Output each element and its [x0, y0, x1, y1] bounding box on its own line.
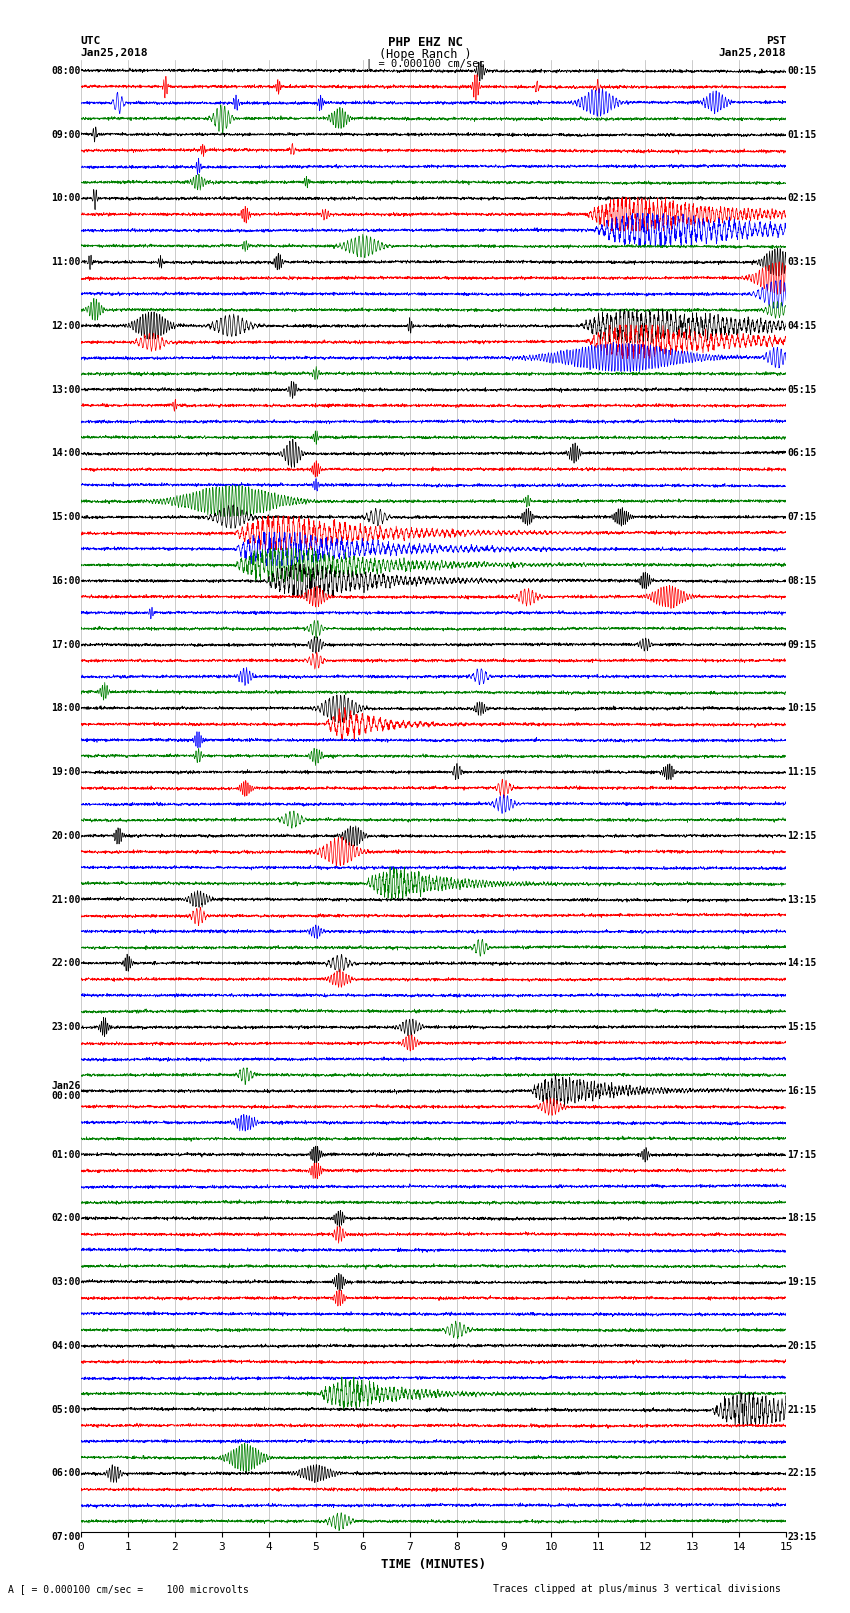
Text: 12:00: 12:00 — [51, 321, 81, 331]
Text: Jan26: Jan26 — [51, 1081, 81, 1090]
Text: 07:00: 07:00 — [51, 1532, 81, 1542]
Text: 03:00: 03:00 — [51, 1277, 81, 1287]
Text: 07:15: 07:15 — [787, 511, 817, 523]
Text: 13:00: 13:00 — [51, 384, 81, 395]
Text: 19:15: 19:15 — [787, 1277, 817, 1287]
Text: 15:15: 15:15 — [787, 1023, 817, 1032]
Text: 08:15: 08:15 — [787, 576, 817, 586]
Text: 16:15: 16:15 — [787, 1086, 817, 1095]
Text: 23:00: 23:00 — [51, 1023, 81, 1032]
Text: | = 0.000100 cm/sec: | = 0.000100 cm/sec — [366, 58, 484, 69]
Text: 09:00: 09:00 — [51, 129, 81, 140]
Text: 12:15: 12:15 — [787, 831, 817, 840]
Text: 04:15: 04:15 — [787, 321, 817, 331]
Text: PHP EHZ NC: PHP EHZ NC — [388, 37, 462, 50]
Text: 21:15: 21:15 — [787, 1405, 817, 1415]
Text: A [ = 0.000100 cm/sec =    100 microvolts: A [ = 0.000100 cm/sec = 100 microvolts — [8, 1584, 249, 1594]
Text: 11:15: 11:15 — [787, 768, 817, 777]
Text: Jan25,2018: Jan25,2018 — [719, 47, 786, 58]
X-axis label: TIME (MINUTES): TIME (MINUTES) — [381, 1558, 486, 1571]
Text: 05:00: 05:00 — [51, 1405, 81, 1415]
Text: 13:15: 13:15 — [787, 895, 817, 905]
Text: PST: PST — [766, 37, 786, 47]
Text: 20:15: 20:15 — [787, 1340, 817, 1350]
Text: 06:00: 06:00 — [51, 1468, 81, 1479]
Text: 06:15: 06:15 — [787, 448, 817, 458]
Text: 16:00: 16:00 — [51, 576, 81, 586]
Text: Traces clipped at plus/minus 3 vertical divisions: Traces clipped at plus/minus 3 vertical … — [493, 1584, 781, 1594]
Text: 00:15: 00:15 — [787, 66, 817, 76]
Text: 21:00: 21:00 — [51, 895, 81, 905]
Text: 17:15: 17:15 — [787, 1150, 817, 1160]
Text: 18:15: 18:15 — [787, 1213, 817, 1223]
Text: 11:00: 11:00 — [51, 256, 81, 268]
Text: 05:15: 05:15 — [787, 384, 817, 395]
Text: 02:15: 02:15 — [787, 194, 817, 203]
Text: 18:00: 18:00 — [51, 703, 81, 713]
Text: 23:15: 23:15 — [787, 1532, 817, 1542]
Text: 14:15: 14:15 — [787, 958, 817, 968]
Text: 00:00: 00:00 — [51, 1090, 81, 1100]
Text: 04:00: 04:00 — [51, 1340, 81, 1350]
Text: 22:00: 22:00 — [51, 958, 81, 968]
Text: 15:00: 15:00 — [51, 511, 81, 523]
Text: 10:15: 10:15 — [787, 703, 817, 713]
Text: 22:15: 22:15 — [787, 1468, 817, 1479]
Text: UTC: UTC — [81, 37, 101, 47]
Text: 19:00: 19:00 — [51, 768, 81, 777]
Text: 08:00: 08:00 — [51, 66, 81, 76]
Text: Jan25,2018: Jan25,2018 — [81, 47, 148, 58]
Text: 01:15: 01:15 — [787, 129, 817, 140]
Text: (Hope Ranch ): (Hope Ranch ) — [379, 47, 471, 61]
Text: 20:00: 20:00 — [51, 831, 81, 840]
Text: 03:15: 03:15 — [787, 256, 817, 268]
Text: 14:00: 14:00 — [51, 448, 81, 458]
Text: 01:00: 01:00 — [51, 1150, 81, 1160]
Text: 02:00: 02:00 — [51, 1213, 81, 1223]
Text: 10:00: 10:00 — [51, 194, 81, 203]
Text: 09:15: 09:15 — [787, 640, 817, 650]
Text: 17:00: 17:00 — [51, 640, 81, 650]
